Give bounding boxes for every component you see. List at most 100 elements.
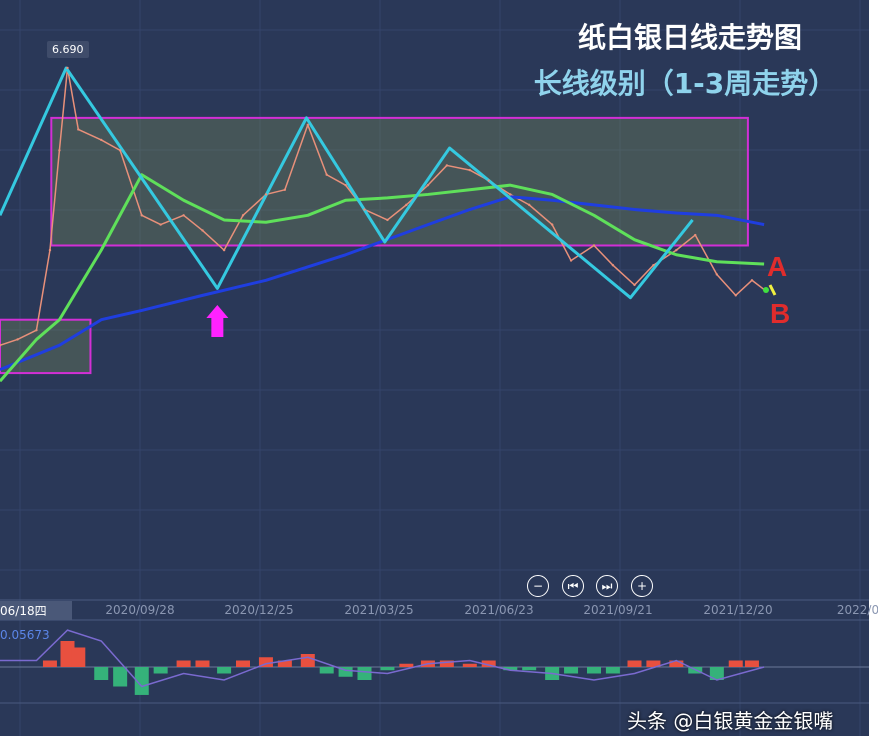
macd-histogram-bar (42, 660, 57, 667)
price-point (35, 328, 38, 332)
price-point (569, 259, 573, 262)
price-point (241, 214, 245, 217)
current-price-dot (763, 287, 769, 293)
point-b-marker (768, 284, 777, 296)
price-point (652, 264, 655, 267)
price-point (159, 223, 162, 226)
macd-histogram-bar (605, 667, 620, 674)
x-tick-label: 2021/09/21 (583, 603, 653, 617)
x-tick-label: 2020/09/28 (105, 603, 175, 617)
macd-histogram-bar (522, 667, 537, 671)
macd-histogram-bar (277, 660, 292, 667)
step-forward-button[interactable]: ⏭ (596, 575, 618, 597)
price-point (48, 248, 52, 252)
macd-histogram-bar (195, 660, 210, 667)
price-point (118, 149, 122, 152)
macd-histogram-bar (357, 667, 372, 680)
price-point (715, 273, 719, 276)
macd-histogram-bar (587, 667, 601, 674)
price-point (77, 128, 80, 131)
x-tick-label: 2021/12/20 (703, 603, 773, 617)
price-point (325, 173, 328, 176)
macd-histogram-bar (399, 663, 414, 667)
price-point (468, 168, 471, 172)
price-point (66, 66, 69, 70)
macd-histogram-bar (94, 667, 109, 680)
macd-histogram-bar (60, 641, 75, 667)
x-tick-label: 2021/03/25 (344, 603, 414, 617)
macd-histogram-bar (217, 667, 232, 674)
macd-histogram-bar (503, 667, 518, 671)
peak-price-label: 6.690 (47, 41, 89, 58)
point-a-label: A (767, 251, 788, 282)
point-b-label: B (770, 298, 791, 329)
macd-dif-line (0, 629, 765, 688)
price-point (100, 138, 103, 142)
price-point (611, 264, 615, 267)
price-point (734, 294, 737, 297)
price-point (694, 233, 697, 237)
ma-long-line (0, 195, 765, 371)
price-point (675, 248, 678, 252)
price-chart-svg (0, 0, 869, 736)
price-point (405, 203, 408, 207)
price-point (386, 218, 389, 222)
price-point (201, 229, 204, 232)
macd-histogram-bar (744, 660, 759, 667)
price-point (426, 183, 430, 187)
price-point (445, 164, 449, 167)
macd-histogram-bar (258, 657, 273, 667)
x-tick-label: 2022/0 (836, 603, 878, 617)
step-back-button[interactable]: ⏮ (562, 575, 584, 597)
macd-histogram-bar (462, 663, 477, 667)
cursor-date-label: 06/18四 (0, 601, 72, 620)
macd-histogram-bar (134, 667, 149, 695)
price-point (140, 214, 143, 217)
macd-value-label: 0.05673 (0, 628, 50, 642)
chart-subtitle: 长线级别（1-3周走势） (533, 67, 837, 100)
x-tick-label: 2020/12/25 (224, 603, 294, 617)
zoom-in-button[interactable]: + (631, 575, 653, 597)
macd-histogram-bar (153, 667, 168, 674)
price-point (16, 338, 19, 341)
price-point (264, 193, 268, 196)
price-point (306, 123, 309, 127)
price-point (58, 149, 61, 152)
price-point (633, 283, 636, 287)
price-point (283, 188, 287, 191)
chart-title: 纸白银日线走势图 (577, 21, 802, 54)
zigzag-wave-line (0, 66, 694, 300)
watermark: 头条 @白银黄金金银嘴 (627, 709, 834, 733)
price-point (363, 208, 366, 211)
macd-histogram-bar (71, 647, 86, 667)
price-point (750, 279, 754, 282)
price-point (592, 244, 596, 247)
range-box-1 (50, 116, 749, 247)
price-point (222, 248, 226, 252)
macd-histogram-bar (481, 660, 496, 667)
macd-histogram-bar (236, 660, 250, 667)
macd-histogram-bar (319, 667, 334, 674)
macd-histogram-bar (380, 667, 395, 671)
price-point (528, 203, 531, 207)
macd-histogram-bar (300, 654, 315, 667)
price-point (509, 193, 512, 196)
macd-histogram-bar (439, 660, 454, 667)
price-point (344, 183, 347, 187)
price-point (487, 179, 490, 182)
macd-histogram-bar (564, 667, 579, 674)
ma-short-line (0, 173, 765, 383)
zoom-out-button[interactable]: − (527, 575, 549, 597)
price-point (182, 214, 185, 217)
up-arrow-icon (206, 305, 229, 337)
price-point (0, 344, 2, 347)
macd-histogram-bar (646, 660, 661, 667)
macd-histogram-bar (669, 660, 684, 667)
price-point (550, 223, 554, 226)
macd-histogram-bar (627, 660, 642, 667)
macd-histogram-bar (709, 667, 724, 680)
macd-histogram-bar (113, 667, 128, 687)
macd-histogram-bar (338, 667, 353, 677)
